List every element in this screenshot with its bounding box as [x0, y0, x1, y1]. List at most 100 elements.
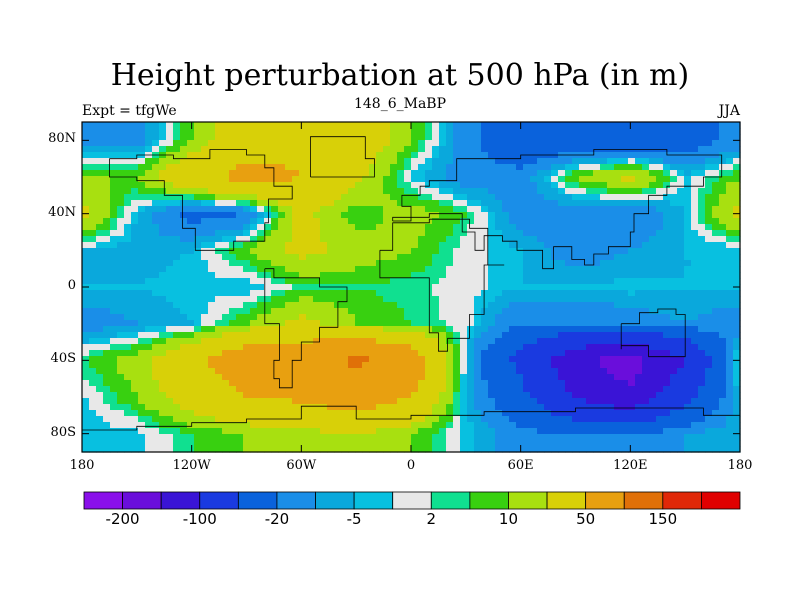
field-cell	[628, 200, 636, 207]
field-cell	[229, 212, 237, 219]
field-cell	[628, 290, 636, 297]
field-cell	[369, 368, 377, 375]
field-cell	[586, 374, 594, 381]
field-cell	[117, 416, 125, 423]
field-cell	[166, 170, 174, 177]
field-cell	[593, 182, 601, 189]
field-cell	[341, 254, 349, 261]
field-cell	[516, 254, 524, 261]
field-cell	[152, 134, 160, 141]
field-cell	[439, 434, 447, 441]
field-cell	[236, 410, 244, 417]
field-cell	[621, 278, 629, 285]
field-cell	[481, 182, 489, 189]
field-cell	[271, 302, 279, 309]
field-cell	[565, 344, 573, 351]
field-cell	[544, 170, 552, 177]
field-cell	[257, 242, 265, 249]
field-cell	[131, 356, 139, 363]
field-cell	[411, 272, 419, 279]
field-cell	[229, 356, 237, 363]
field-cell	[495, 122, 503, 129]
field-cell	[355, 428, 363, 435]
field-cell	[565, 338, 573, 345]
field-cell	[607, 140, 615, 147]
field-cell	[299, 188, 307, 195]
field-cell	[453, 248, 461, 255]
field-cell	[327, 344, 335, 351]
field-cell	[138, 134, 146, 141]
field-cell	[285, 206, 293, 213]
field-cell	[635, 392, 643, 399]
field-cell	[306, 272, 314, 279]
field-cell	[726, 392, 734, 399]
field-cell	[705, 380, 713, 387]
field-cell	[474, 290, 482, 297]
field-cell	[306, 164, 314, 171]
field-cell	[173, 302, 181, 309]
field-cell	[82, 344, 90, 351]
field-cell	[516, 416, 524, 423]
field-cell	[649, 434, 657, 441]
field-cell	[131, 398, 139, 405]
field-cell	[292, 410, 300, 417]
field-cell	[264, 254, 272, 261]
field-cell	[460, 344, 468, 351]
field-cell	[131, 134, 139, 141]
field-cell	[145, 206, 153, 213]
field-cell	[285, 224, 293, 231]
field-cell	[621, 254, 629, 261]
field-cell	[453, 254, 461, 261]
field-cell	[418, 308, 426, 315]
field-cell	[355, 398, 363, 405]
field-cell	[705, 386, 713, 393]
field-cell	[558, 266, 566, 273]
field-cell	[222, 296, 230, 303]
field-cell	[495, 302, 503, 309]
field-cell	[306, 224, 314, 231]
field-cell	[131, 368, 139, 375]
field-cell	[537, 164, 545, 171]
field-cell	[411, 428, 419, 435]
field-cell	[222, 356, 230, 363]
field-cell	[621, 386, 629, 393]
field-cell	[607, 344, 615, 351]
field-cell	[264, 404, 272, 411]
field-cell	[348, 386, 356, 393]
field-cell	[257, 338, 265, 345]
field-cell	[285, 242, 293, 249]
field-cell	[404, 410, 412, 417]
field-cell	[397, 194, 405, 201]
field-cell	[299, 356, 307, 363]
field-cell	[656, 224, 664, 231]
field-cell	[138, 248, 146, 255]
field-cell	[138, 206, 146, 213]
field-cell	[474, 380, 482, 387]
field-cell	[271, 410, 279, 417]
field-cell	[271, 266, 279, 273]
field-cell	[292, 362, 300, 369]
field-cell	[278, 266, 286, 273]
field-cell	[656, 278, 664, 285]
field-cell	[138, 290, 146, 297]
field-cell	[362, 320, 370, 327]
field-cell	[474, 200, 482, 207]
field-cell	[726, 302, 734, 309]
field-cell	[649, 152, 657, 159]
field-cell	[404, 122, 412, 129]
field-cell	[390, 230, 398, 237]
field-cell	[488, 290, 496, 297]
field-cell	[425, 302, 433, 309]
field-cell	[446, 122, 454, 129]
field-cell	[313, 296, 321, 303]
field-cell	[439, 206, 447, 213]
field-cell	[236, 230, 244, 237]
field-cell	[271, 374, 279, 381]
field-cell	[586, 332, 594, 339]
field-cell	[124, 272, 132, 279]
field-cell	[82, 296, 90, 303]
field-cell	[635, 230, 643, 237]
field-cell	[593, 134, 601, 141]
field-cell	[348, 284, 356, 291]
field-cell	[159, 404, 167, 411]
